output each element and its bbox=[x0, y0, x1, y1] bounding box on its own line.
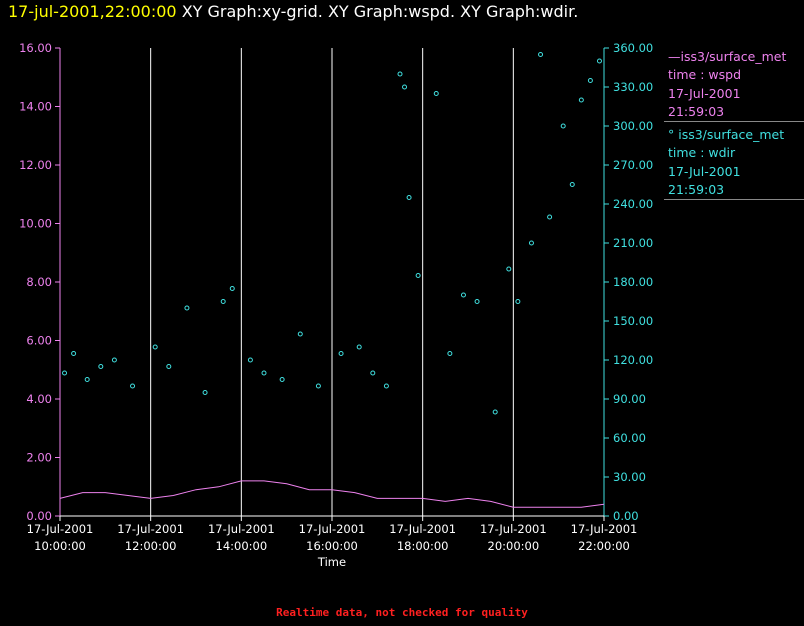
data-point-wdir bbox=[229, 286, 235, 291]
x-tick-label-time: 16:00:00 bbox=[306, 539, 358, 553]
data-point-wdir bbox=[569, 182, 575, 187]
y-left-tick-label: 6.00 bbox=[26, 334, 52, 348]
title-bar: 17-jul-2001,22:00:00 XY Graph:xy-grid. X… bbox=[8, 2, 578, 21]
legend-wdir-variable: time : wdir bbox=[668, 145, 736, 161]
data-point-wdir bbox=[338, 351, 344, 356]
y-right-tick-label: 0.00 bbox=[613, 509, 639, 523]
y-right-tick-label: 30.00 bbox=[613, 470, 646, 484]
data-point-wdir bbox=[415, 273, 421, 278]
data-point-wdir bbox=[84, 377, 90, 382]
legend-wdir-date: 17-Jul-2001 bbox=[668, 163, 741, 179]
data-point-wdir bbox=[547, 214, 553, 220]
data-point-wdir bbox=[406, 195, 412, 200]
title-time: 17-jul-2001,22:00:00 bbox=[8, 2, 177, 21]
legend-wdir-source: iss3/surface_met bbox=[678, 127, 785, 143]
x-tick-label-time: 20:00:00 bbox=[488, 539, 540, 553]
y-left-tick-label: 16.00 bbox=[19, 41, 52, 55]
y-right-tick-label: 90.00 bbox=[613, 392, 646, 406]
y-right-tick-label: 360.00 bbox=[613, 41, 653, 55]
line-symbol-icon: — bbox=[668, 49, 681, 64]
data-point-wdir bbox=[538, 52, 544, 57]
data-point-wdir bbox=[506, 266, 512, 272]
data-point-wdir bbox=[220, 299, 226, 304]
data-point-wdir bbox=[460, 292, 466, 298]
legend-wspd-date: 17-Jul-2001 bbox=[668, 85, 741, 101]
y-right-tick-label: 300.00 bbox=[613, 119, 653, 133]
y-left-tick-label: 0.00 bbox=[26, 509, 52, 523]
y-right-tick-label: 210.00 bbox=[613, 236, 653, 250]
data-point-wdir bbox=[247, 357, 253, 363]
x-tick-label-date: 17-Jul-2001 bbox=[208, 522, 275, 536]
y-left-tick-label: 2.00 bbox=[26, 451, 52, 465]
y-right-tick-label: 180.00 bbox=[613, 275, 653, 289]
y-left-tick-label: 12.00 bbox=[19, 158, 52, 172]
data-point-wdir bbox=[370, 370, 376, 376]
data-point-wdir bbox=[152, 344, 158, 350]
legend-wspd-variable: time : wspd bbox=[668, 67, 742, 83]
series-line-wspd bbox=[59, 480, 605, 508]
data-point-wdir bbox=[356, 344, 362, 350]
y-right-tick-label: 270.00 bbox=[613, 158, 653, 172]
x-tick-label-date: 17-Jul-2001 bbox=[117, 522, 184, 536]
y-right-tick-label: 60.00 bbox=[613, 431, 646, 445]
data-point-wdir bbox=[111, 357, 117, 363]
legend-wspd-source: iss3/surface_met bbox=[680, 49, 787, 64]
y-left-tick-label: 8.00 bbox=[26, 275, 52, 289]
data-point-wdir bbox=[130, 383, 136, 389]
y-left-tick-label: 10.00 bbox=[19, 217, 52, 231]
data-point-wdir bbox=[98, 364, 104, 369]
data-point-wdir bbox=[315, 383, 321, 389]
legend-item-wdir: ° iss3/surface_met time : wdir 17-Jul-20… bbox=[664, 122, 804, 201]
data-point-wdir bbox=[261, 370, 267, 376]
data-point-wdir bbox=[71, 351, 77, 356]
x-tick-label-time: 14:00:00 bbox=[216, 539, 268, 553]
y-right-tick-label: 120.00 bbox=[613, 353, 653, 367]
data-point-wdir bbox=[515, 299, 521, 304]
x-tick-label-date: 17-Jul-2001 bbox=[571, 522, 638, 536]
data-point-wdir bbox=[447, 351, 453, 356]
data-point-wdir bbox=[528, 240, 534, 246]
legend-item-wspd: —iss3/surface_met time : wspd 17-Jul-200… bbox=[664, 46, 804, 123]
x-tick-label-time: 12:00:00 bbox=[125, 539, 177, 553]
data-point-wdir bbox=[433, 91, 439, 96]
x-axis-label: Time bbox=[317, 555, 346, 569]
x-tick-label-date: 17-Jul-2001 bbox=[389, 522, 456, 536]
data-point-wdir bbox=[62, 370, 68, 376]
data-point-wdir bbox=[578, 97, 584, 103]
x-tick-label-time: 10:00:00 bbox=[34, 539, 86, 553]
y-right-tick-label: 240.00 bbox=[613, 197, 653, 211]
x-tick-label-date: 17-Jul-2001 bbox=[299, 522, 366, 536]
data-point-wdir bbox=[184, 305, 190, 311]
data-point-wdir bbox=[492, 409, 498, 415]
data-point-wdir bbox=[279, 377, 285, 382]
data-point-wdir bbox=[474, 299, 480, 304]
data-point-wdir bbox=[166, 364, 172, 369]
legend: —iss3/surface_met time : wspd 17-Jul-200… bbox=[664, 46, 804, 201]
title-graph-wspd: XY Graph:wspd. bbox=[327, 2, 456, 21]
x-tick-label-date: 17-Jul-2001 bbox=[480, 522, 547, 536]
circle-symbol-icon: ° bbox=[668, 127, 679, 143]
y-left-tick-label: 14.00 bbox=[19, 100, 52, 114]
data-point-wdir bbox=[402, 84, 408, 90]
xy-chart: 0.00 2.00 4.00 6.00 8.00 10.00 12.00 14.00 16.00… bbox=[19, 41, 653, 569]
y-left-tick-label: 4.00 bbox=[26, 392, 52, 406]
y-right-tick-label: 150.00 bbox=[613, 314, 653, 328]
quality-note: Realtime data, not checked for quality bbox=[276, 606, 528, 619]
x-tick-label-date: 17-Jul-2001 bbox=[27, 522, 94, 536]
title-graph-xy-grid: XY Graph:xy-grid. bbox=[181, 2, 323, 21]
data-point-wdir bbox=[560, 123, 566, 129]
y-right-tick-label: 330.00 bbox=[613, 80, 653, 94]
data-point-wdir bbox=[587, 78, 593, 83]
legend-wspd-time: 21:59:03 bbox=[668, 103, 725, 119]
data-point-wdir bbox=[596, 58, 602, 64]
data-point-wdir bbox=[297, 331, 303, 337]
x-tick-label-time: 22:00:00 bbox=[578, 539, 630, 553]
x-tick-label-time: 18:00:00 bbox=[397, 539, 449, 553]
data-point-wdir bbox=[397, 71, 403, 77]
data-point-wdir bbox=[202, 390, 208, 395]
legend-wdir-time: 21:59:03 bbox=[668, 182, 725, 198]
title-graph-wdir: XY Graph:wdir. bbox=[460, 2, 579, 21]
data-point-wdir bbox=[383, 383, 389, 389]
